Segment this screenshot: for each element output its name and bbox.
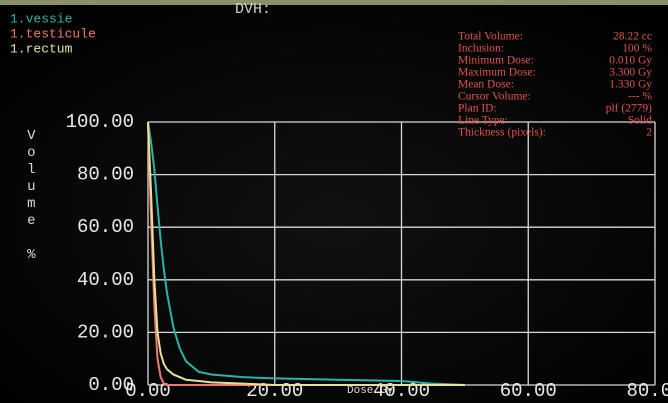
x-tick-label: 80.00 [626, 380, 668, 402]
y-tick-label: 40.00 [77, 269, 134, 291]
chart: DVH: Volume % Dose Gy 0.0020.0040.0060.0… [0, 0, 668, 403]
info-label: Total Volume: [458, 31, 523, 43]
info-label: Inclusion: [458, 43, 504, 55]
info-value: 28.22 cc [613, 31, 652, 43]
y-tick-label: 100.00 [66, 111, 134, 133]
info-value: --- % [628, 91, 652, 103]
info-label: Plan ID: [458, 103, 497, 115]
info-label: Minimum Dose: [458, 55, 534, 67]
info-value: Solid [628, 115, 653, 127]
page: DVH: Volume % Dose Gy 0.0020.0040.0060.0… [0, 0, 668, 403]
legend-entry: 1.vessie [10, 11, 72, 26]
info-label: Mean Dose: [458, 79, 514, 91]
y-axis-label: Volume % [23, 128, 39, 264]
info-value: 0.010 Gy [609, 55, 652, 67]
info-value: 3.300 Gy [609, 67, 652, 79]
chart-title: DVH: [235, 1, 271, 18]
info-label: Line Type: [458, 115, 508, 127]
info-label: Maximum Dose: [458, 67, 536, 79]
info-label: Thickness (pixels): [458, 127, 546, 139]
info-value: 1.330 Gy [609, 79, 652, 91]
legend-entry: 1.testicule [10, 26, 96, 41]
info-value: plf (2779) [606, 103, 652, 115]
legend-entry: 1.rectum [10, 41, 73, 56]
y-tick-label: 80.00 [77, 164, 134, 186]
info-value: 2 [646, 127, 652, 139]
x-tick-label: 60.00 [500, 380, 557, 402]
info-label: Cursor Volume: [458, 91, 531, 103]
screen-edge [0, 0, 668, 5]
y-tick-label: 20.00 [77, 321, 134, 343]
y-tick-label: 60.00 [77, 216, 134, 238]
info-value: 100 % [622, 43, 652, 55]
